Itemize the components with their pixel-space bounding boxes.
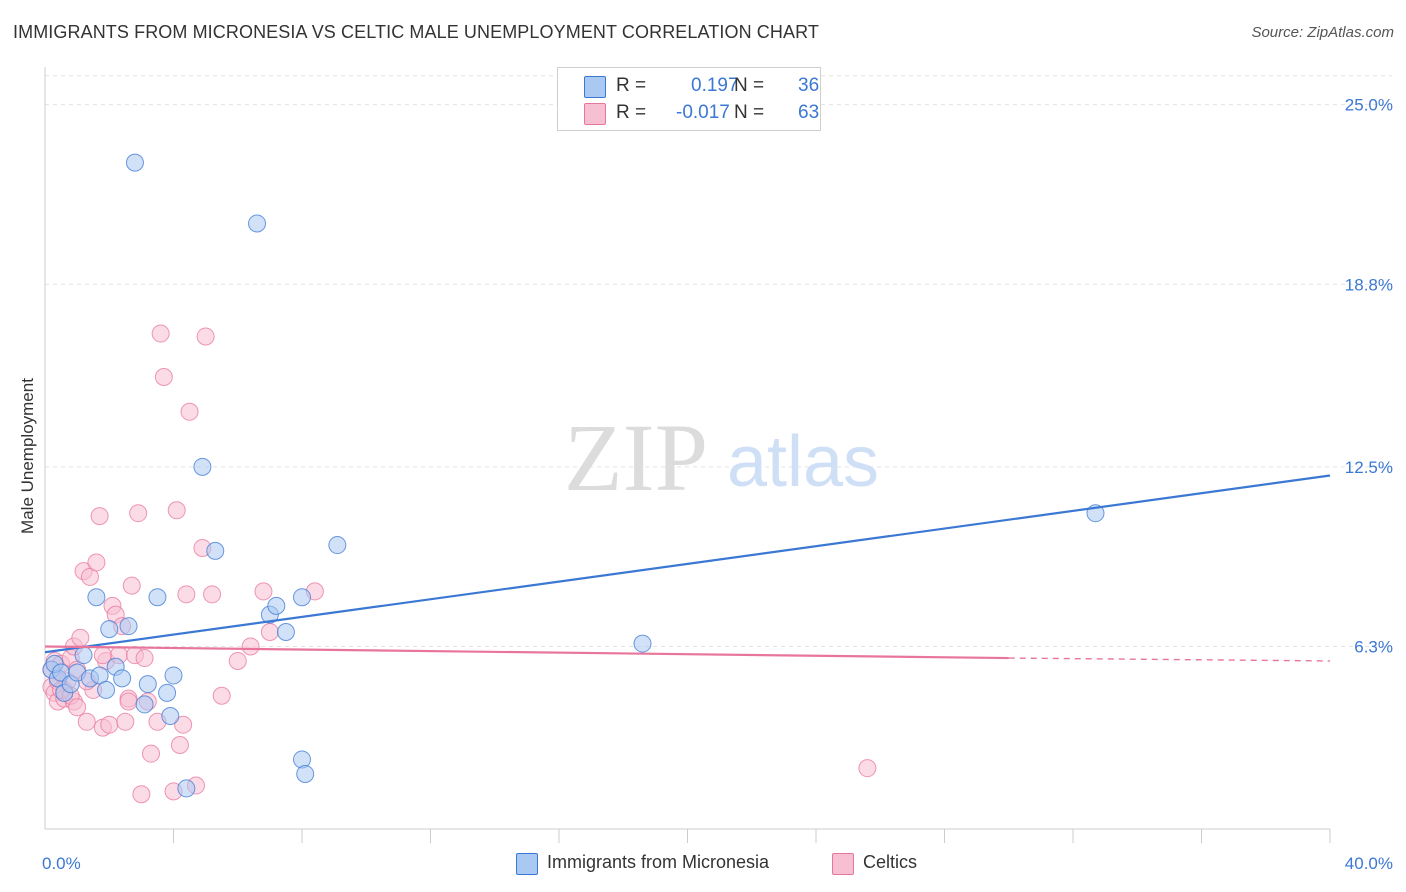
watermark-atlas: atlas bbox=[727, 422, 879, 502]
micronesia-point bbox=[276, 622, 295, 641]
celtics-point bbox=[122, 576, 141, 595]
celtics-point bbox=[174, 715, 193, 734]
celtics-point bbox=[151, 324, 170, 343]
micronesia-point bbox=[97, 680, 116, 699]
micronesia-point bbox=[206, 541, 225, 560]
data-points bbox=[42, 153, 1105, 804]
celtics-trend-extension bbox=[1008, 657, 1331, 662]
micronesia-point bbox=[267, 596, 286, 615]
bottom-legend-swatch-pink bbox=[832, 853, 854, 875]
micronesia-point bbox=[138, 675, 157, 694]
celtics-point bbox=[177, 585, 196, 604]
legend-swatch-blue bbox=[584, 76, 606, 98]
celtics-point bbox=[142, 744, 161, 763]
legend-r-value: -0.017 bbox=[676, 102, 730, 123]
legend-r-value: 0.197 bbox=[691, 75, 739, 96]
watermark-zip: ZIP bbox=[564, 404, 708, 511]
micronesia-point bbox=[177, 779, 196, 798]
celtics-point bbox=[858, 759, 877, 778]
legend-n-value: 63 bbox=[798, 102, 820, 123]
celtics-point bbox=[241, 637, 260, 656]
legend-n-label: N = bbox=[734, 102, 765, 123]
legend-n-value: 36 bbox=[798, 75, 820, 96]
x-tick-label: 40.0% bbox=[1345, 854, 1393, 873]
micronesia-point bbox=[193, 457, 212, 476]
watermark: ZIP atlas bbox=[564, 404, 879, 511]
celtics-point bbox=[260, 622, 279, 641]
micronesia-point bbox=[87, 588, 106, 607]
celtics-point bbox=[90, 507, 109, 526]
micronesia-point bbox=[135, 695, 154, 714]
bottom-legend-swatch-blue bbox=[516, 853, 538, 875]
bottom-legend-label: Celtics bbox=[863, 852, 918, 872]
celtics-point bbox=[212, 686, 231, 705]
micronesia-point bbox=[125, 153, 144, 172]
micronesia-point bbox=[100, 620, 119, 639]
micronesia-point bbox=[148, 588, 167, 607]
y-tick-label: 25.0% bbox=[1345, 96, 1393, 115]
celtics-point bbox=[154, 368, 173, 387]
chart-title: IMMIGRANTS FROM MICRONESIA VS CELTIC MAL… bbox=[13, 22, 819, 42]
micronesia-point bbox=[113, 669, 132, 688]
legend-swatch-pink bbox=[584, 103, 606, 125]
micronesia-point bbox=[296, 764, 315, 783]
celtics-point bbox=[100, 715, 119, 734]
celtics-point bbox=[170, 735, 189, 754]
micronesia-point bbox=[328, 536, 347, 555]
bottom-legend-label: Immigrants from Micronesia bbox=[547, 852, 770, 872]
celtics-point bbox=[254, 582, 273, 601]
celtics-point bbox=[129, 504, 148, 523]
celtics-point bbox=[71, 628, 90, 647]
micronesia-point bbox=[158, 683, 177, 702]
celtics-point bbox=[87, 553, 106, 572]
micronesia-point bbox=[74, 646, 93, 665]
gridlines bbox=[45, 75, 1392, 647]
celtics-point bbox=[180, 402, 199, 421]
correlation-legend: R = 0.197 N = 36 R = -0.017 N = 63 bbox=[557, 67, 821, 131]
celtics-point bbox=[116, 712, 135, 731]
x-tick-label: 0.0% bbox=[42, 854, 81, 873]
legend-r-label: R = bbox=[616, 75, 647, 96]
celtics-point bbox=[68, 698, 87, 717]
legend-r-label: R = bbox=[616, 102, 647, 123]
micronesia-point bbox=[119, 617, 138, 636]
chart-source: Source: ZipAtlas.com bbox=[1251, 24, 1394, 41]
celtics-point bbox=[135, 649, 154, 668]
axes bbox=[44, 67, 1331, 843]
celtics-point bbox=[203, 585, 222, 604]
micronesia-point bbox=[293, 588, 311, 607]
y-tick-label: 18.8% bbox=[1345, 275, 1393, 294]
micronesia-point bbox=[248, 214, 267, 233]
trend-lines bbox=[44, 474, 1331, 662]
celtics-point bbox=[132, 785, 151, 804]
legend-n-label: N = bbox=[734, 75, 765, 96]
celtics-point bbox=[77, 712, 96, 731]
micronesia-point bbox=[633, 634, 652, 653]
y-tick-label: 6.3% bbox=[1354, 637, 1393, 656]
micronesia-trend-line bbox=[44, 474, 1331, 654]
celtics-point bbox=[196, 327, 215, 346]
y-tick-label: 12.5% bbox=[1345, 458, 1393, 477]
micronesia-point bbox=[164, 666, 183, 685]
celtics-trend-line bbox=[44, 645, 1009, 660]
celtics-point bbox=[119, 692, 138, 711]
celtics-point bbox=[167, 501, 186, 520]
celtics-point bbox=[228, 651, 247, 670]
tick-labels: 6.3% 12.5% 18.8% 25.0% 0.0% 40.0% bbox=[42, 96, 1393, 873]
micronesia-point bbox=[161, 707, 180, 726]
